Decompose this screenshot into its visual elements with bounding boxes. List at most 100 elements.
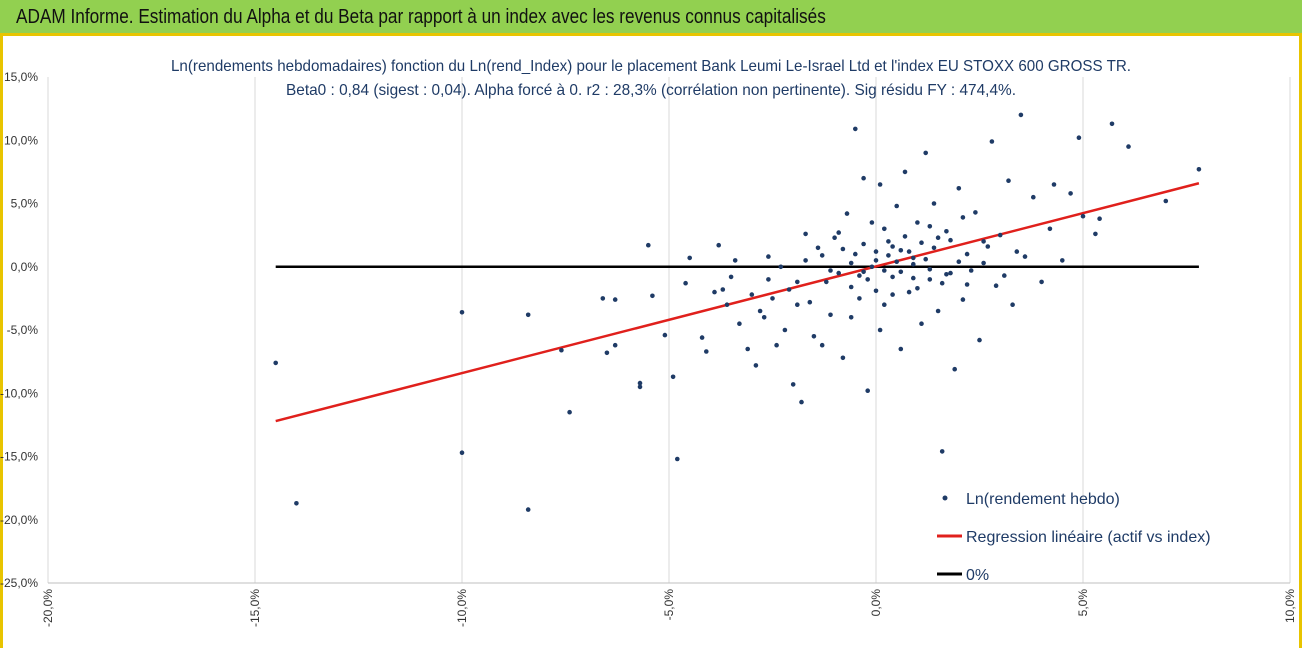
scatter-point <box>886 239 891 244</box>
scatter-point <box>828 268 833 273</box>
scatter-point <box>600 296 606 301</box>
scatter-point <box>964 251 970 257</box>
y-tick-label: -25,0% <box>0 576 38 590</box>
scatter-point <box>1047 226 1053 232</box>
scatter-point <box>662 332 668 338</box>
scatter-point <box>989 139 995 144</box>
scatter-point <box>935 235 941 240</box>
scatter-point <box>836 230 841 235</box>
scatter-point <box>840 355 846 361</box>
scatter-point <box>898 269 904 275</box>
scatter-point <box>786 287 792 292</box>
scatter-point <box>1196 167 1202 172</box>
x-axis-ticks: -20,0% -15,0% -10,0% -5,0% 0,0% 5,0% 10,0% <box>41 589 1297 627</box>
scatter-point <box>968 268 974 273</box>
x-tick-label: 10,0% <box>1283 589 1297 623</box>
scatter-point <box>799 399 804 405</box>
scatter-point <box>844 211 850 216</box>
scatter-point <box>774 342 779 348</box>
legend-label-regression: Regression linéaire (actif vs index) <box>966 529 1211 546</box>
scatter-point <box>525 507 531 512</box>
scatter-point <box>1126 144 1131 149</box>
scatter-point <box>882 268 887 273</box>
scatter-point <box>939 449 945 454</box>
scatter-point <box>898 248 904 253</box>
scatter-point <box>525 312 531 318</box>
scatter-point <box>861 175 866 181</box>
y-tick-label: -10,0% <box>0 386 38 400</box>
scatter-point <box>1080 213 1086 219</box>
legend-marker-scatter <box>942 495 948 501</box>
y-tick-label: 15,0% <box>4 70 38 84</box>
scatter-point <box>1039 279 1044 285</box>
scatter-point <box>902 169 908 175</box>
scatter-point <box>902 234 908 239</box>
scatter-point <box>273 360 279 366</box>
scatter-point <box>960 297 966 302</box>
scatter-point <box>894 203 899 209</box>
scatter-point <box>604 350 610 356</box>
scatter-point <box>890 292 895 297</box>
scatter-point <box>919 240 924 245</box>
scatter-point <box>724 302 730 308</box>
scatter-point <box>761 315 767 320</box>
scatter-point <box>732 258 738 263</box>
scatter-point <box>877 182 883 187</box>
scatter-point <box>890 274 895 280</box>
scatter-point <box>807 299 813 305</box>
scatter-point <box>687 255 692 261</box>
scatter-point <box>559 347 564 353</box>
scatter-point <box>882 302 887 308</box>
report-title: ADAM Informe. Estimation du Alpha et du … <box>16 6 826 28</box>
scatter-point <box>716 242 721 248</box>
scatter-point <box>956 186 962 191</box>
scatter-point <box>567 409 572 415</box>
scatter-point <box>985 244 991 249</box>
scatter-point <box>977 337 982 343</box>
x-tick-label: -10,0% <box>455 589 469 627</box>
scatter-point <box>1093 231 1098 237</box>
scatter-point <box>952 366 957 372</box>
scatter-point <box>650 293 655 299</box>
scatter-point <box>790 382 796 387</box>
scatter-point <box>873 258 879 263</box>
y-tick-label: -15,0% <box>0 450 38 464</box>
scatter-point <box>865 277 870 282</box>
scatter-point <box>853 251 858 257</box>
y-tick-label: 10,0% <box>4 133 38 147</box>
scatter-point <box>803 258 808 263</box>
scatter-point <box>981 260 986 266</box>
scatter-point <box>637 380 643 386</box>
scatter-point <box>770 296 775 301</box>
scatter-point <box>459 310 465 315</box>
scatter-point <box>956 259 962 265</box>
scatter-point <box>782 327 788 333</box>
y-tick-label: -5,0% <box>7 323 39 337</box>
scatter-point <box>766 254 771 259</box>
scatter-point <box>944 272 949 277</box>
scatter-point <box>646 242 651 248</box>
scatter-point <box>861 241 866 247</box>
scatter-point <box>778 264 784 270</box>
scatter-point <box>1006 178 1011 183</box>
chart-lines <box>275 182 1200 423</box>
chart-title-line2: Beta0 : 0,84 (sigest : 0,04). Alpha forc… <box>286 82 1016 99</box>
scatter-point <box>857 296 862 301</box>
scatter-point <box>1060 258 1065 263</box>
scatter-point <box>815 245 821 251</box>
scatter-points <box>273 112 1202 512</box>
scatter-point <box>1109 121 1115 127</box>
scatter-point <box>637 384 643 390</box>
x-tick-label: 5,0% <box>1076 589 1090 617</box>
scatter-point <box>944 229 949 234</box>
scatter-point <box>877 327 883 333</box>
scatter-point <box>960 215 966 220</box>
x-tick-label: -20,0% <box>41 589 55 627</box>
scatter-point <box>1022 254 1028 259</box>
scatter-point <box>840 246 846 252</box>
scatter-point <box>865 388 870 394</box>
scatter-point <box>915 220 920 225</box>
scatter-point <box>973 210 978 215</box>
scatter-point <box>948 237 953 243</box>
